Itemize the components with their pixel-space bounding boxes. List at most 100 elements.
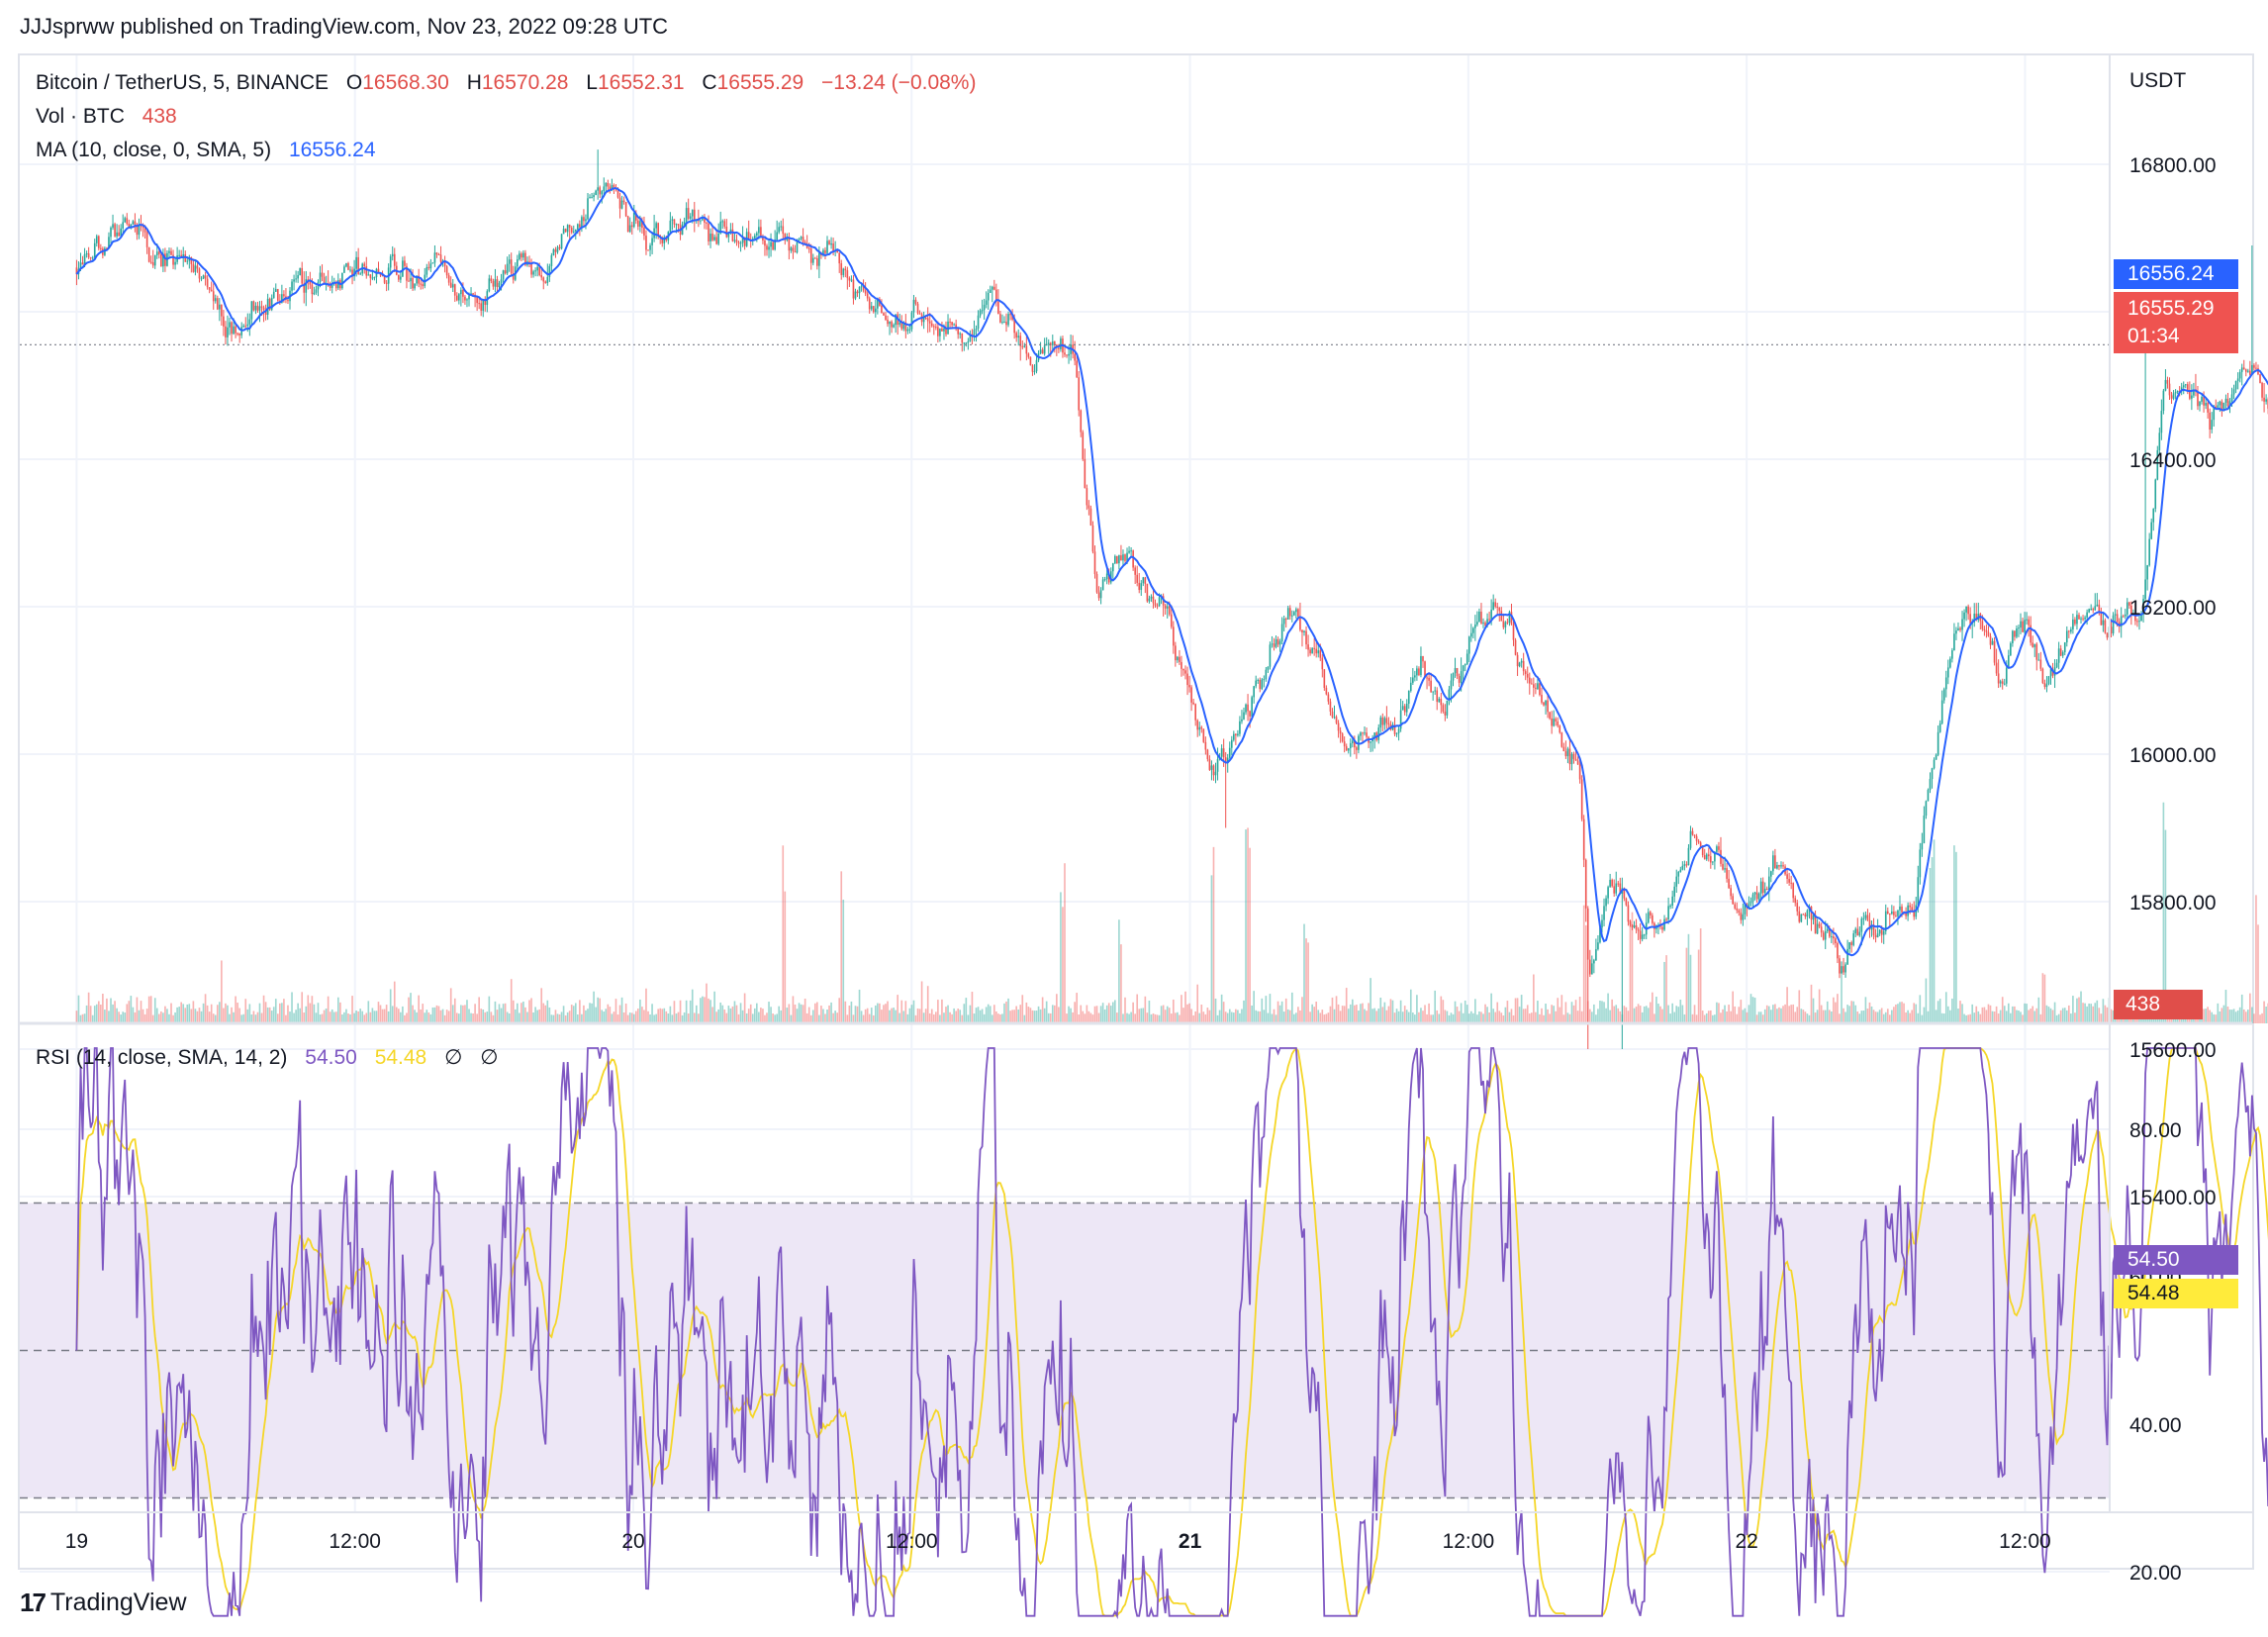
- candle-body: [926, 318, 929, 322]
- volume-label[interactable]: Vol · BTC: [36, 105, 125, 128]
- candle-body: [1850, 942, 1852, 945]
- volume-bar: [1054, 1005, 1056, 1023]
- candle-body: [1136, 574, 1139, 583]
- candle-body: [1284, 619, 1287, 621]
- candle-body: [2126, 602, 2128, 615]
- candle-body: [143, 227, 146, 233]
- candle-body: [1373, 732, 1375, 738]
- volume-bar: [546, 1000, 549, 1023]
- candle-body: [2136, 621, 2138, 623]
- volume-bar: [1734, 1006, 1737, 1023]
- candle-body: [1570, 753, 1573, 765]
- volume-bar: [1625, 1007, 1628, 1023]
- volume-bar: [572, 1006, 575, 1023]
- ma-label[interactable]: MA (10, close, 0, SMA, 5): [36, 139, 272, 161]
- candle-body: [1335, 717, 1338, 723]
- candle-body: [2154, 479, 2157, 509]
- volume-bar: [792, 996, 795, 1023]
- candle-body: [349, 269, 351, 271]
- rsi-label[interactable]: RSI (14, close, SMA, 14, 2): [36, 1046, 288, 1069]
- volume-bar: [1319, 1012, 1322, 1023]
- volume-bar: [1146, 1012, 1149, 1023]
- candle-body: [741, 237, 744, 243]
- volume-bar: [1089, 1012, 1092, 1023]
- volume-bar: [1058, 1007, 1060, 1023]
- volume-bar: [2249, 993, 2251, 1023]
- volume-bar: [1537, 1001, 1539, 1023]
- candle-body: [299, 267, 301, 276]
- candle-body: [747, 232, 750, 241]
- volume-bar: [739, 1003, 742, 1023]
- volume-bar: [453, 998, 456, 1023]
- volume-bar: [1652, 992, 1654, 1023]
- volume-bar: [2076, 998, 2078, 1023]
- candle-body: [1084, 458, 1087, 489]
- candle-body: [369, 274, 372, 278]
- volume-bar: [725, 1012, 728, 1023]
- volume-bar: [1995, 1006, 1998, 1023]
- candle-body: [270, 298, 273, 310]
- volume-bar: [1476, 1014, 1478, 1023]
- volume-bar: [337, 997, 339, 1023]
- candle-body: [1699, 842, 1702, 847]
- candle-body: [1490, 610, 1492, 620]
- volume-legend: Vol · BTC 438: [36, 105, 177, 129]
- tradingview-logo[interactable]: 17 TradingView: [20, 1588, 187, 1618]
- candle-body: [939, 328, 941, 337]
- volume-bar: [229, 1013, 231, 1023]
- volume-bar: [1009, 1011, 1011, 1023]
- volume-bar: [858, 989, 861, 1023]
- symbol-name[interactable]: Bitcoin / TetherUS, 5, BINANCE: [36, 71, 330, 94]
- candle-body: [1796, 903, 1799, 912]
- volume-bar: [1551, 1005, 1553, 1023]
- volume-bar: [889, 1010, 891, 1023]
- volume-bar: [941, 999, 943, 1023]
- candle-body: [570, 228, 573, 233]
- candle-body: [1790, 882, 1792, 884]
- volume-bar: [1814, 1012, 1817, 1023]
- candle-body: [1301, 629, 1303, 632]
- volume-bar: [1464, 1000, 1466, 1023]
- candle-body: [739, 242, 742, 244]
- candle-body: [1168, 606, 1171, 615]
- volume-bar: [1091, 1014, 1094, 1023]
- candle-body: [1086, 488, 1088, 506]
- candle-body: [305, 279, 308, 293]
- volume-bar: [202, 1003, 205, 1023]
- rsi-lines: [75, 1047, 2268, 1620]
- candle-body: [719, 221, 722, 234]
- volume-bar: [1761, 1014, 1764, 1023]
- volume-bar: [1784, 1004, 1786, 1023]
- candle-body: [709, 234, 711, 241]
- volume-bar: [1074, 1002, 1076, 1023]
- volume-bar: [416, 1011, 418, 1023]
- candle-body: [1009, 314, 1011, 316]
- volume-bar: [1665, 955, 1667, 1023]
- candle-body: [1728, 878, 1730, 889]
- candle-body: [1299, 616, 1301, 630]
- candle-body: [1442, 705, 1445, 713]
- candle-body: [1387, 722, 1390, 725]
- volume-bar: [147, 996, 150, 1023]
- candle-body: [1212, 765, 1215, 776]
- volume-bar: [418, 995, 420, 1023]
- volume-bar: [856, 1006, 859, 1023]
- candle-body: [1967, 606, 1969, 615]
- volume-bar: [1086, 1005, 1088, 1023]
- volume-bar: [160, 1011, 162, 1023]
- candle-body: [715, 237, 717, 244]
- price-tick-label: 16800.00: [2129, 154, 2217, 177]
- candle-body: [2104, 620, 2107, 633]
- candle-body: [2018, 627, 2020, 629]
- volume-bar: [1549, 1013, 1551, 1023]
- candle-body: [930, 323, 933, 327]
- volume-bar: [1850, 1001, 1852, 1023]
- candle-body: [1568, 748, 1571, 765]
- volume-bar: [1122, 1013, 1124, 1023]
- candle-body: [2170, 395, 2173, 399]
- candle-body: [1897, 910, 1899, 916]
- candle-body: [554, 248, 557, 252]
- volume-bar: [1337, 1004, 1340, 1023]
- volume-bar: [1366, 1011, 1368, 1023]
